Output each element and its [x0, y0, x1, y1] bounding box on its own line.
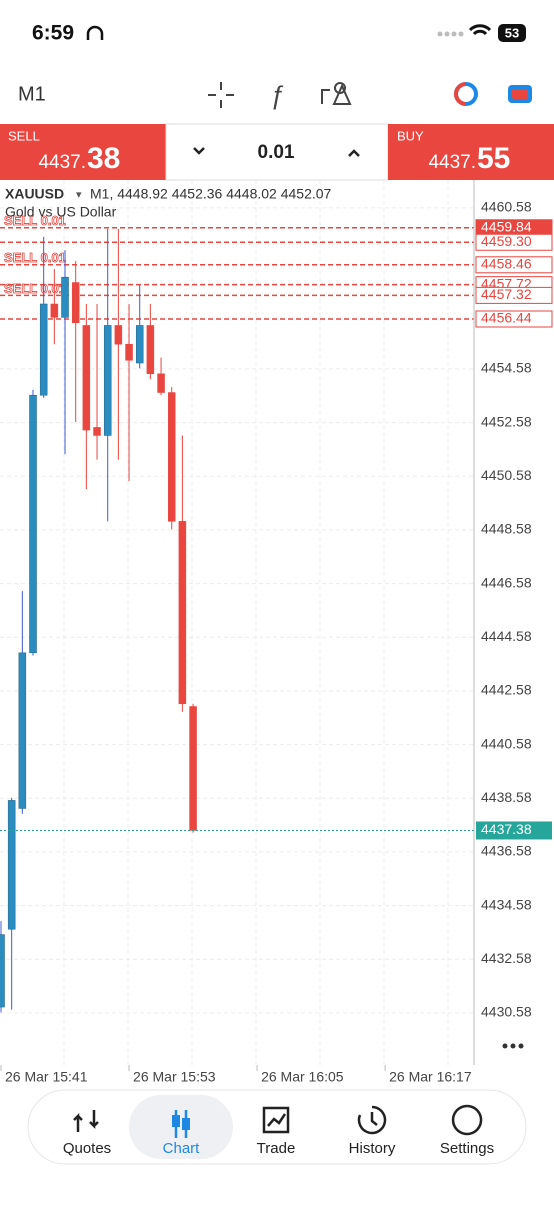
order-price-box [475, 256, 553, 274]
sell-price-small: 4437. [38, 152, 86, 173]
chart-subtitle: Gold vs US Dollar [5, 204, 117, 220]
candle-body [61, 276, 69, 318]
more-button[interactable] [502, 1043, 524, 1049]
crosshair-button[interactable] [208, 82, 234, 108]
current-price-box [476, 821, 552, 840]
indicators-button[interactable]: ƒ [270, 80, 284, 110]
candle-body [103, 325, 112, 436]
x-tick-label: 26 Mar 16:05 [261, 1069, 344, 1085]
order-price-label: 4456.44 [481, 310, 532, 326]
candle-body [146, 325, 155, 374]
status-time: 6:59 [32, 22, 74, 45]
nav-label[interactable]: Chart [163, 1140, 201, 1157]
nav-label[interactable]: History [349, 1140, 396, 1157]
nav-icon[interactable] [73, 1110, 99, 1132]
nav-icon[interactable] [262, 1106, 290, 1134]
y-tick-label: 4442.58 [481, 682, 532, 698]
buy-button[interactable] [388, 124, 554, 180]
chart-symbol-info: M1, 4448.92 4452.36 4448.02 4452.07 [90, 186, 332, 202]
candle-body [125, 343, 133, 361]
chart-symbol: XAUUSD [5, 186, 64, 202]
order-price-label: 4459.84 [481, 218, 532, 234]
battery-icon [498, 24, 526, 42]
buy-label: BUY [397, 128, 424, 143]
nav-active-bg [129, 1095, 233, 1159]
buy-price-small: 4437. [428, 152, 476, 173]
y-tick-label: 4432.58 [481, 950, 532, 966]
nav-label[interactable]: Quotes [63, 1140, 111, 1157]
candle-body [157, 373, 165, 393]
order-price-box [475, 310, 553, 328]
nav-label[interactable]: Settings [440, 1140, 494, 1157]
nav-items: Quotes Chart Trade History Settings [63, 1095, 494, 1159]
candle-body [29, 394, 37, 654]
x-tick-label: 26 Mar 16:17 [389, 1069, 472, 1085]
y-tick-label: 4430.58 [481, 1004, 532, 1020]
candle-body [82, 325, 91, 431]
order-price-label: 4459.30 [481, 233, 532, 249]
candle-body [135, 325, 144, 364]
candle-body [114, 325, 123, 345]
timeframe-button[interactable]: M1 [18, 83, 46, 105]
nav-icon[interactable] [451, 1104, 483, 1136]
candle-body [189, 706, 197, 831]
y-tick-label: 4452.58 [481, 413, 532, 429]
candle-body [18, 652, 27, 809]
y-tick-label: 4448.58 [481, 521, 532, 537]
y-tick-label: 4434.58 [481, 896, 532, 912]
battery-level: 53 [505, 25, 519, 40]
order-label: SELL 0.01 [4, 281, 66, 296]
current-price-label: 4437.38 [481, 821, 532, 837]
y-tick-label: 4438.58 [481, 789, 532, 805]
nav-icon [182, 1118, 190, 1130]
order-label: SELL 0.01 [4, 250, 66, 265]
order-label: SELL 0.01 [4, 213, 66, 228]
y-tick-label: 4446.58 [481, 574, 532, 590]
y-tick-label: 4450.58 [481, 467, 532, 483]
signal-icon [437, 31, 464, 37]
chart: 4460.58 4454.58 4452.58 4450.58 4448.58 4446.… [0, 180, 553, 1085]
volume-down[interactable] [193, 147, 205, 155]
sell-label: SELL [8, 128, 40, 143]
account-button-part [454, 82, 467, 106]
y-tick-label: 4440.58 [481, 735, 532, 751]
x-tick-label: 26 Mar 15:41 [5, 1069, 88, 1085]
candle-body [178, 521, 187, 705]
nav-label[interactable]: Trade [257, 1140, 296, 1157]
order-price-label: 4458.46 [481, 255, 532, 271]
objects-button[interactable] [321, 82, 352, 105]
nav-icon[interactable] [357, 1105, 387, 1135]
order-price-box [475, 286, 553, 304]
candle-body [50, 303, 59, 318]
wifi-icon [468, 24, 492, 36]
trade-button-part [512, 89, 528, 99]
order-price-label: 4457.32 [481, 286, 532, 302]
volume-value[interactable]: 0.01 [258, 142, 295, 163]
candle-body [7, 800, 16, 930]
y-tick-label: 4444.58 [481, 628, 532, 644]
candle-body [93, 427, 101, 436]
y-tick-label: 4460.58 [481, 199, 532, 215]
headphones-icon [86, 25, 104, 40]
sell-button[interactable] [0, 124, 166, 180]
candle-body [167, 392, 176, 522]
nav-icon [172, 1115, 180, 1127]
y-tick-label: 4436.58 [481, 843, 532, 859]
candle-body [39, 303, 48, 396]
y-tick-label: 4454.58 [481, 360, 532, 376]
symbol-menu[interactable]: ▾ [76, 189, 82, 201]
candle-body [0, 934, 5, 1008]
x-tick-label: 26 Mar 15:53 [133, 1069, 216, 1085]
volume-up[interactable] [348, 149, 360, 157]
sell-price-big: 38 [87, 142, 120, 175]
candle-body [71, 282, 80, 324]
buy-price-big: 55 [477, 142, 510, 175]
order-price-box [475, 233, 553, 251]
